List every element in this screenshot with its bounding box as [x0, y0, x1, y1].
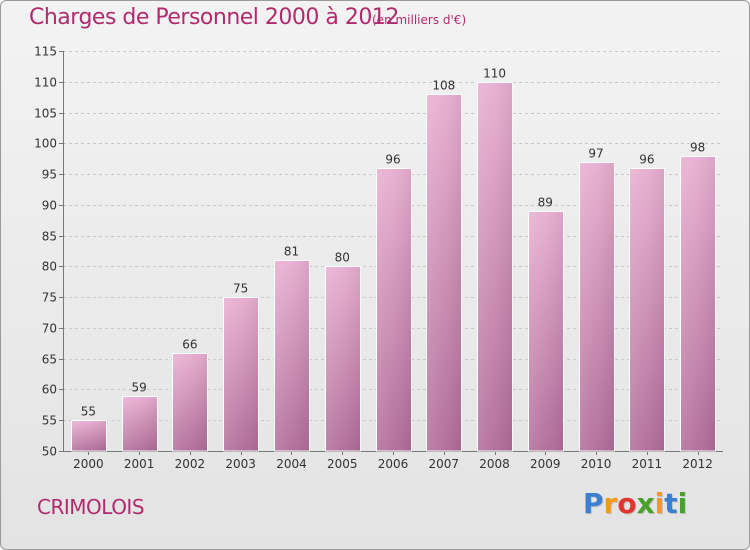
logo-letter: P	[583, 487, 604, 520]
data-label: 96	[639, 153, 654, 167]
logo-letter: i	[677, 487, 688, 520]
bar-shine	[426, 94, 462, 451]
bar-shine	[528, 211, 564, 451]
x-tick-label: 2012	[682, 457, 713, 471]
bar-shine	[274, 260, 310, 451]
x-tick-label: 2004	[276, 457, 307, 471]
data-label: 96	[385, 153, 400, 167]
logo-letter: x	[636, 487, 655, 520]
x-tick-label: 2010	[581, 457, 612, 471]
y-tick-label: 115	[34, 45, 57, 59]
y-tick-label: 70	[42, 322, 57, 336]
y-tick-label: 95	[42, 168, 57, 182]
x-tick-label: 2007	[428, 457, 459, 471]
y-tick-label: 55	[42, 414, 57, 428]
logo-letter: r	[603, 487, 618, 520]
logo-letter: t	[664, 487, 678, 520]
y-tick-label: 50	[42, 445, 57, 459]
x-tick-label: 2006	[378, 457, 409, 471]
y-tick-label: 100	[34, 137, 57, 151]
y-tick-label: 80	[42, 260, 57, 274]
x-tick-label: 2003	[225, 457, 256, 471]
chart-subtitle: (en milliers d'€)	[372, 13, 467, 27]
x-tick-label: 2001	[124, 457, 155, 471]
x-tick-label: 2011	[632, 457, 663, 471]
x-tick-label: 2005	[327, 457, 358, 471]
bar-shine	[376, 168, 412, 451]
bar-shine	[71, 420, 107, 451]
proxiti-logo[interactable]: Proxiti	[583, 487, 687, 520]
x-tick-label: 2002	[175, 457, 206, 471]
y-tick-label: 65	[42, 353, 57, 367]
logo-letter: i	[654, 487, 665, 520]
data-label: 66	[182, 338, 197, 352]
bar-shine	[629, 168, 665, 451]
bar-shine	[325, 266, 361, 451]
data-label: 75	[233, 282, 248, 296]
bar-shine	[223, 297, 259, 451]
bar-shine	[579, 162, 615, 451]
y-tick-label: 110	[34, 76, 57, 90]
data-label: 80	[335, 251, 350, 265]
data-label: 59	[132, 381, 147, 395]
bar-shine	[122, 396, 158, 451]
labels: 50 55 60 65 70 75 80 85 90 95 100 105 110 115 55 2000 59…	[34, 45, 713, 472]
x-tick-label: 2008	[479, 457, 510, 471]
data-label: 110	[483, 67, 506, 81]
data-label: 89	[538, 196, 553, 210]
bar-shine	[172, 353, 208, 451]
y-tick-label: 90	[42, 199, 57, 213]
data-label: 108	[432, 79, 455, 93]
bars	[71, 82, 716, 452]
chart-title: Charges de Personnel 2000 à 2012	[29, 5, 399, 30]
y-tick-label: 60	[42, 383, 57, 397]
data-label: 81	[284, 245, 299, 259]
commune-name: CRIMOLOIS	[37, 495, 145, 519]
y-tick-label: 85	[42, 230, 57, 244]
bar-shine	[680, 156, 716, 451]
data-label: 55	[81, 405, 96, 419]
bar-shine	[477, 82, 513, 451]
data-label: 97	[588, 147, 603, 161]
x-tick-label: 2000	[73, 457, 104, 471]
y-tick-label: 105	[34, 107, 57, 121]
y-tick-label: 75	[42, 291, 57, 305]
logo-letter: o	[617, 487, 637, 520]
data-label: 98	[690, 141, 705, 155]
x-tick-label: 2009	[530, 457, 561, 471]
